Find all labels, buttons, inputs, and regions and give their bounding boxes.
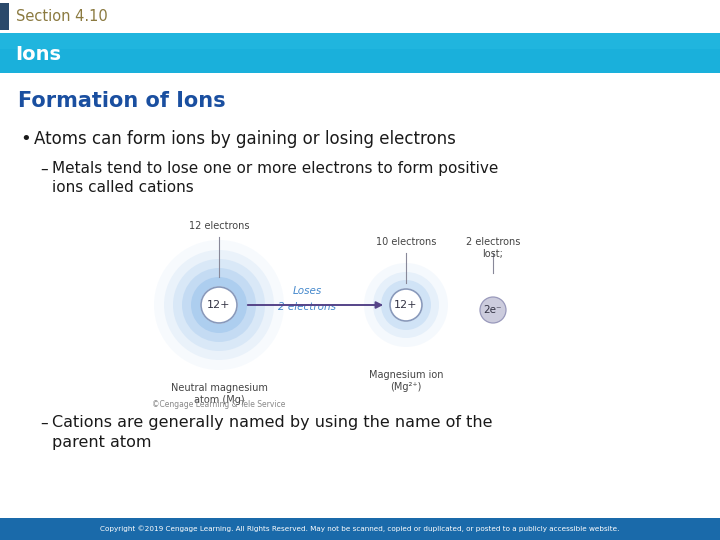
Text: 2 electrons: 2 electrons (466, 237, 520, 247)
Text: Formation of Ions: Formation of Ions (18, 91, 225, 111)
Text: 12+: 12+ (207, 300, 230, 310)
Bar (0, 33, 720, 73)
Circle shape (164, 250, 274, 360)
Circle shape (201, 287, 237, 323)
Bar (0, 3, 9, 30)
Text: ions called cations: ions called cations (52, 179, 194, 194)
Circle shape (364, 263, 448, 347)
Circle shape (154, 240, 284, 370)
Circle shape (480, 297, 506, 323)
Circle shape (173, 259, 265, 351)
Text: lost;: lost; (482, 249, 503, 259)
Bar (0, 0, 720, 33)
Text: Loses: Loses (292, 286, 322, 296)
Text: –: – (40, 161, 48, 177)
Text: Neutral magnesium
atom (Mg): Neutral magnesium atom (Mg) (171, 383, 267, 404)
Text: 10 electrons: 10 electrons (376, 237, 436, 247)
Circle shape (381, 280, 431, 330)
Text: Magnesium ion
(Mg²⁺): Magnesium ion (Mg²⁺) (369, 370, 444, 392)
Circle shape (373, 272, 439, 338)
Text: Atoms can form ions by gaining or losing electrons: Atoms can form ions by gaining or losing… (34, 130, 456, 148)
Text: 12 electrons: 12 electrons (189, 221, 249, 231)
Text: •: • (20, 130, 31, 148)
Text: Copyright ©2019 Cengage Learning. All Rights Reserved. May not be scanned, copie: Copyright ©2019 Cengage Learning. All Ri… (100, 525, 620, 532)
Text: Cations are generally named by using the name of the: Cations are generally named by using the… (52, 415, 492, 430)
Text: 2 electrons: 2 electrons (278, 302, 336, 312)
Text: 2e⁻: 2e⁻ (484, 305, 503, 315)
Text: parent atom: parent atom (52, 435, 151, 450)
Circle shape (182, 268, 256, 342)
Text: 12+: 12+ (395, 300, 418, 310)
Text: Ions: Ions (15, 44, 61, 64)
Bar (0, 518, 720, 540)
Circle shape (191, 277, 247, 333)
Text: –: – (40, 415, 48, 430)
Circle shape (390, 289, 422, 321)
Text: Metals tend to lose one or more electrons to form positive: Metals tend to lose one or more electron… (52, 161, 498, 177)
Text: ©Cengage Learning & Tele Service: ©Cengage Learning & Tele Service (153, 400, 286, 409)
Bar (0, 33, 720, 49)
Text: Section 4.10: Section 4.10 (16, 9, 108, 24)
